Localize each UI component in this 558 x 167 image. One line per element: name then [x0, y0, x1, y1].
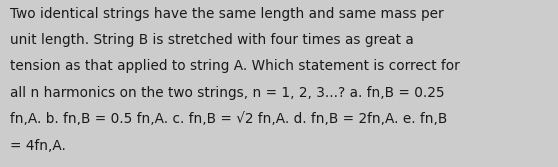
Text: all n harmonics on the two strings, n = 1, 2, 3...? a. fn,B = 0.25: all n harmonics on the two strings, n = … [10, 86, 445, 100]
Text: tension as that applied to string A. Which statement is correct for: tension as that applied to string A. Whi… [10, 59, 460, 73]
Text: Two identical strings have the same length and same mass per: Two identical strings have the same leng… [10, 7, 444, 21]
Text: unit length. String B is stretched with four times as great a: unit length. String B is stretched with … [10, 33, 414, 47]
Text: = 4fn,A.: = 4fn,A. [10, 139, 66, 153]
Text: fn,A. b. fn,B = 0.5 fn,A. c. fn,B = √2 fn,A. d. fn,B = 2fn,A. e. fn,B: fn,A. b. fn,B = 0.5 fn,A. c. fn,B = √2 f… [10, 112, 448, 126]
